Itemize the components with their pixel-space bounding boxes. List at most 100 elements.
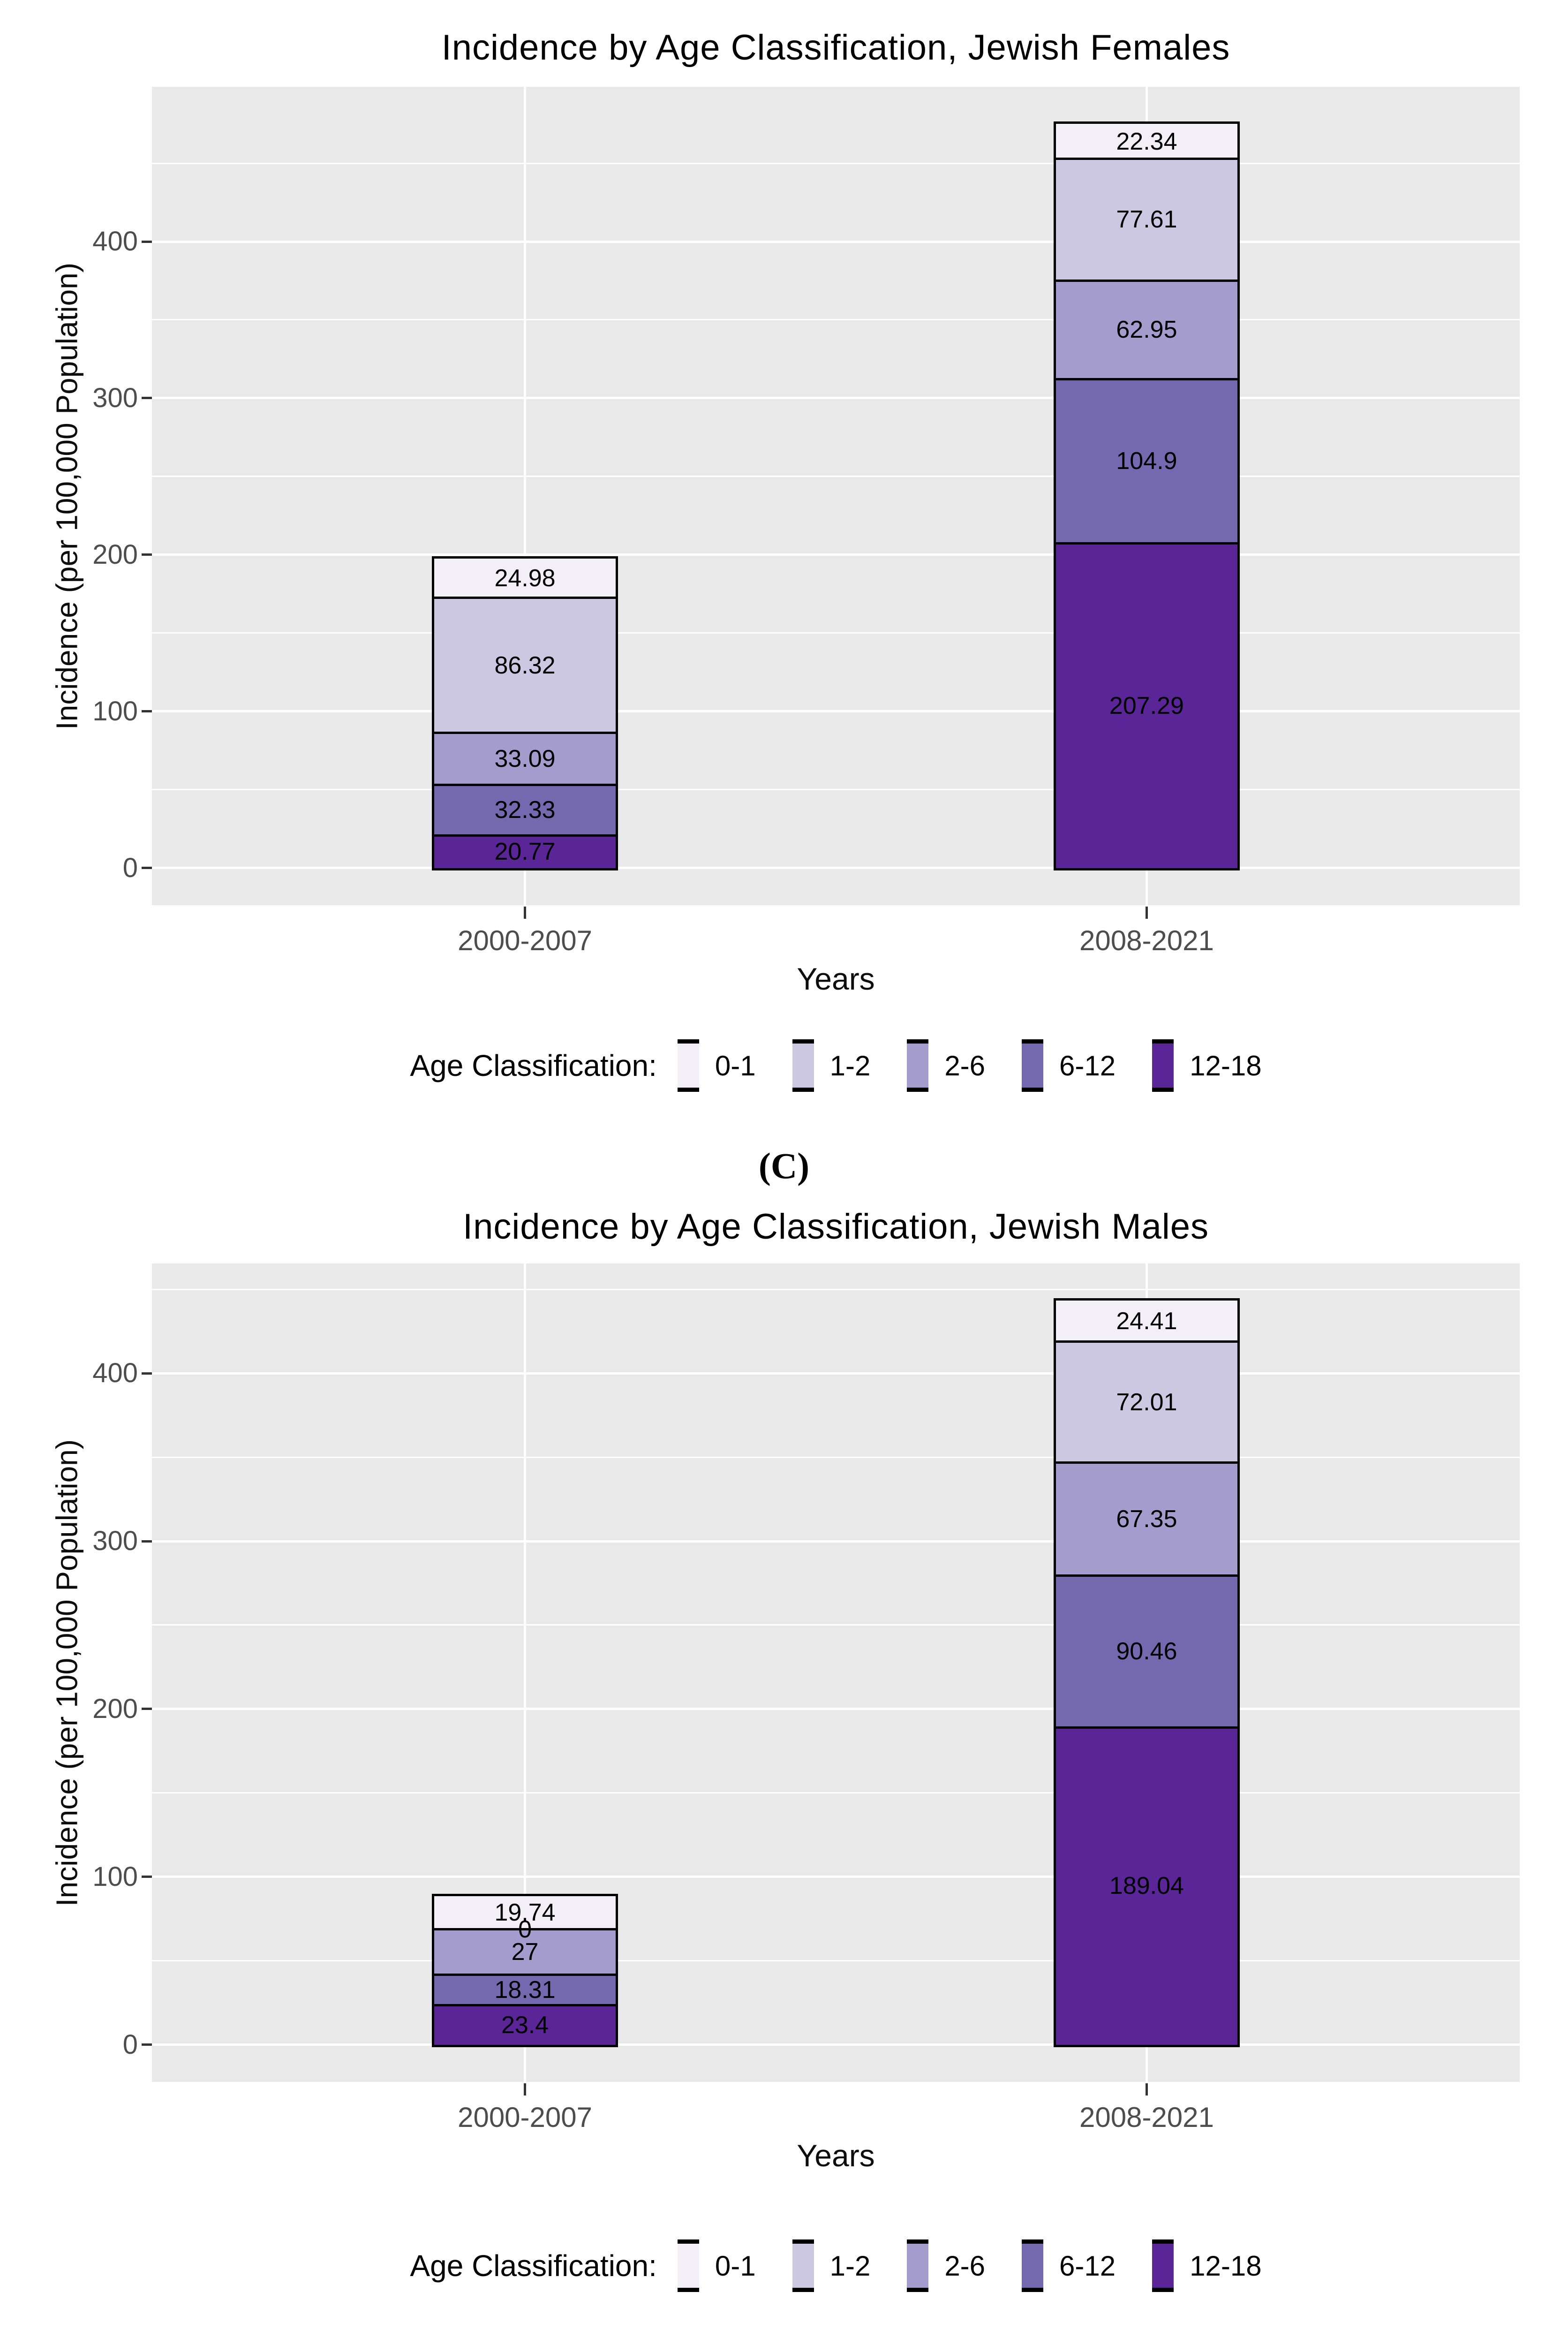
major-gridline xyxy=(152,867,1520,870)
legend-title: Age Classification: xyxy=(410,1049,657,1082)
bar-segment-2-6 xyxy=(434,733,616,785)
y-tick-mark xyxy=(142,1708,152,1710)
minor-gridline xyxy=(152,1288,1520,1290)
major-gridline xyxy=(152,397,1520,400)
y-tick-mark xyxy=(142,240,152,243)
legend-item-2-6: 2-6 xyxy=(907,1039,985,1092)
bar-value-label: 19.74 xyxy=(494,1899,556,1927)
bar-segment-12-18 xyxy=(1055,1727,1238,2045)
stacked-bar-inner: 19.74 0 27 18.31 23.4 xyxy=(434,1896,616,2045)
bar-segment-12-18 xyxy=(1055,543,1238,868)
y-tick-label: 100 xyxy=(92,1861,138,1892)
legend-swatch-6-12 xyxy=(1022,2239,1044,2292)
legend-item-6-12: 6-12 xyxy=(1022,1039,1116,1092)
legend-items: 0-1 1-2 2-6 6-12 12-18 xyxy=(677,2239,1262,2292)
legend-swatch-6-12 xyxy=(1022,1039,1044,1092)
major-gridline xyxy=(152,553,1520,556)
panel-caption-c: (C) xyxy=(758,1145,810,1186)
legend-item-6-12: 6-12 xyxy=(1022,2239,1116,2292)
y-tick-mark xyxy=(142,2043,152,2046)
legend-item-1-2: 1-2 xyxy=(792,1039,871,1092)
bar-value-label: 67.35 xyxy=(1116,1505,1177,1533)
x-tick-label: 2008-2021 xyxy=(1079,925,1214,956)
legend-swatch-0-1 xyxy=(677,2239,699,2292)
bar-value-label: 24.98 xyxy=(494,564,556,592)
legend-label: 1-2 xyxy=(829,1050,871,1082)
y-tick-label: 400 xyxy=(92,226,138,257)
bar-segment-6-12 xyxy=(1055,379,1238,544)
legend-label: 1-2 xyxy=(829,2250,871,2282)
legend-label: 0-1 xyxy=(715,1050,756,1082)
y-tick-mark xyxy=(142,710,152,713)
bar-value-label: 72.01 xyxy=(1116,1388,1177,1416)
bar-segment-6-12 xyxy=(434,785,616,836)
legend-item-0-1: 0-1 xyxy=(677,1039,756,1092)
stacked-bar-inner: 22.34 77.61 62.95 104.9 207.29 xyxy=(1055,124,1238,868)
legend-item-0-1: 0-1 xyxy=(677,2239,756,2292)
y-tick-mark xyxy=(142,1372,152,1375)
bar-segment-1-2 xyxy=(434,598,616,733)
y-tick-mark xyxy=(142,553,152,556)
legend-label: 6-12 xyxy=(1059,1050,1116,1082)
segment-boundary xyxy=(434,1973,616,1976)
x-tick-label: 2000-2007 xyxy=(458,925,593,956)
y-tick-label: 300 xyxy=(92,1526,138,1557)
legend-item-1-2: 1-2 xyxy=(792,2239,871,2292)
bar-segment-0-1 xyxy=(434,559,616,598)
bar-value-label: 33.09 xyxy=(494,745,556,773)
major-gridline xyxy=(152,1372,1520,1375)
x-axis-title: Years xyxy=(797,961,875,996)
legend-swatch-12-18 xyxy=(1152,2239,1174,2292)
bar-segment-6-12 xyxy=(434,1974,616,2005)
y-tick-label: 0 xyxy=(122,2029,138,2060)
minor-gridline xyxy=(152,1960,1520,1962)
bar-segment-12-18 xyxy=(434,835,616,868)
legend-label: 0-1 xyxy=(715,2250,756,2282)
segment-boundary xyxy=(434,1928,616,1931)
bar-segment-0-1 xyxy=(1055,124,1238,159)
legend-items: 0-1 1-2 2-6 6-12 12-18 xyxy=(677,1039,1262,1092)
y-axis-title: Incidence (per 100,000 Population) xyxy=(50,262,84,730)
bar-segment-12-18 xyxy=(434,2005,616,2045)
bar-value-label: 20.77 xyxy=(494,838,556,865)
bar-value-label: 0 xyxy=(518,1915,532,1943)
y-tick-mark xyxy=(142,1876,152,1878)
plot-panel: 19.74 0 27 18.31 23.4 24.41 72.01 67.35 90.46 189… xyxy=(152,1263,1520,2082)
bar-value-label: 62.95 xyxy=(1116,316,1177,344)
major-gridline xyxy=(152,1540,1520,1543)
stacked-bar-inner: 24.41 72.01 67.35 90.46 189.04 xyxy=(1055,1301,1238,2045)
bar-value-label: 86.32 xyxy=(494,651,556,679)
bar-segment-2-6 xyxy=(1055,280,1238,379)
y-tick-label: 400 xyxy=(92,1358,138,1389)
stacked-bar-inner: 24.98 86.32 33.09 32.33 20.77 xyxy=(434,559,616,868)
category-gridline xyxy=(524,1263,527,2082)
bar-segment-6-12 xyxy=(1055,1575,1238,1728)
x-tick-mark xyxy=(524,907,527,919)
minor-gridline xyxy=(152,1792,1520,1794)
legend-title: Age Classification: xyxy=(410,2249,657,2283)
major-gridline xyxy=(152,240,1520,243)
bar-segment-2-6 xyxy=(434,1929,616,1975)
legend-item-12-18: 12-18 xyxy=(1152,1039,1262,1092)
bar-value-label: 104.9 xyxy=(1116,447,1177,475)
segment-boundary xyxy=(1055,1726,1238,1729)
bar-segment-2-6 xyxy=(1055,1462,1238,1576)
legend-label: 2-6 xyxy=(944,1050,986,1082)
x-tick-label: 2000-2007 xyxy=(458,2102,593,2133)
segment-boundary xyxy=(1055,158,1238,160)
x-tick-mark xyxy=(1145,2083,1148,2095)
minor-gridline xyxy=(152,162,1520,164)
y-tick-label: 0 xyxy=(122,852,138,883)
legend: Age Classification: 0-1 1-2 2-6 6-12 12-18 xyxy=(152,2237,1520,2295)
bar-value-label: 23.4 xyxy=(501,2011,549,2039)
x-axis-title: Years xyxy=(797,2138,875,2173)
bar-value-label: 22.34 xyxy=(1116,128,1177,155)
y-tick-label: 200 xyxy=(92,539,138,570)
category-gridline xyxy=(524,87,527,905)
stacked-bar: 24.98 86.32 33.09 32.33 20.77 xyxy=(431,556,618,870)
segment-boundary xyxy=(434,2004,616,2007)
bar-value-label: 207.29 xyxy=(1109,692,1184,719)
minor-gridline xyxy=(152,319,1520,321)
segment-boundary xyxy=(1055,542,1238,545)
bar-value-label: 189.04 xyxy=(1109,1872,1184,1900)
